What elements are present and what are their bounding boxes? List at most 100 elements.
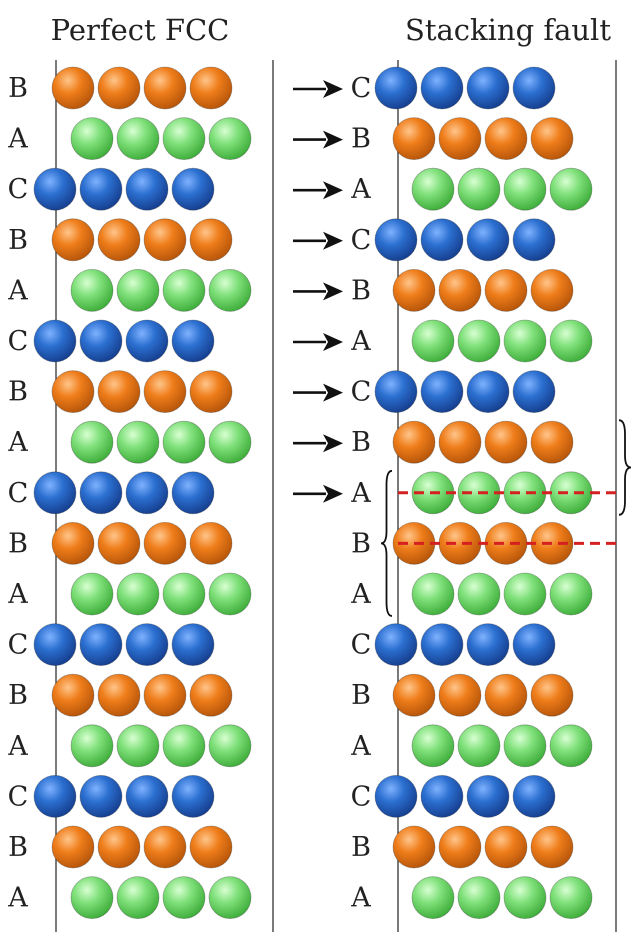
right-atom-A bbox=[457, 167, 501, 211]
right-atom-A bbox=[549, 471, 593, 515]
left-atom-C bbox=[171, 471, 215, 515]
right-layer-label: A bbox=[350, 326, 371, 357]
right-atom-C bbox=[512, 623, 556, 666]
arrow-head bbox=[323, 80, 343, 98]
right-panel-title: Stacking fault bbox=[405, 13, 611, 47]
left-atom-C bbox=[125, 623, 169, 666]
right-atom-B bbox=[484, 420, 528, 464]
right-atom-A bbox=[503, 876, 547, 919]
right-layer-label: B bbox=[351, 832, 371, 863]
left-layer-label: C bbox=[8, 478, 29, 509]
left-layer-label: C bbox=[8, 630, 29, 661]
right-atom-A bbox=[457, 876, 501, 919]
right-atom-C bbox=[512, 775, 556, 818]
left-atom-C bbox=[125, 319, 169, 363]
left-atom-B bbox=[189, 673, 233, 717]
right-layer-label: B bbox=[351, 124, 371, 155]
arrow-head bbox=[323, 434, 343, 453]
right-atom-A bbox=[411, 167, 455, 211]
arrow-head bbox=[323, 231, 343, 250]
left-atom-B bbox=[189, 370, 233, 414]
left-atom-A bbox=[70, 572, 114, 616]
left-layer-label: A bbox=[7, 124, 28, 155]
right-atom-B bbox=[484, 673, 528, 717]
right-atom-B bbox=[484, 268, 528, 312]
right-layer-label: A bbox=[350, 883, 371, 914]
right-atom-C bbox=[466, 218, 510, 262]
left-layer-label: A bbox=[7, 731, 28, 762]
right-fault-brace bbox=[618, 419, 632, 516]
arrow-head bbox=[323, 181, 343, 200]
right-atom-B bbox=[530, 420, 574, 464]
left-atom-B bbox=[51, 825, 95, 869]
right-atom-C bbox=[466, 66, 510, 110]
left-atom-C bbox=[79, 471, 123, 515]
right-atom-C bbox=[374, 623, 418, 666]
right-atom-B bbox=[392, 268, 436, 312]
right-atom-A bbox=[457, 724, 501, 768]
left-atom-C bbox=[79, 319, 123, 363]
right-atom-A bbox=[549, 319, 593, 363]
right-atom-B bbox=[438, 673, 482, 717]
left-atom-B bbox=[97, 66, 141, 110]
left-layer-label: C bbox=[8, 326, 29, 357]
arrow-head bbox=[323, 383, 343, 402]
left-atom-C bbox=[125, 775, 169, 818]
right-atom-A bbox=[503, 572, 547, 616]
left-layer-label: C bbox=[8, 174, 29, 205]
arrow-head bbox=[323, 130, 343, 149]
left-atom-B bbox=[189, 66, 233, 110]
right-atom-C bbox=[466, 370, 510, 414]
right-atom-C bbox=[374, 775, 418, 818]
right-atom-B bbox=[530, 673, 574, 717]
left-atom-C bbox=[171, 623, 215, 666]
right-atom-B bbox=[484, 117, 528, 161]
left-atom-B bbox=[143, 66, 187, 110]
right-layer-label: B bbox=[351, 427, 371, 458]
left-atom-B bbox=[97, 522, 141, 565]
right-atom-B bbox=[530, 117, 574, 161]
left-atom-C bbox=[171, 775, 215, 818]
left-atom-C bbox=[79, 167, 123, 211]
left-atom-C bbox=[33, 167, 77, 211]
right-atom-C bbox=[512, 66, 556, 110]
right-atom-C bbox=[374, 66, 418, 110]
right-atom-C bbox=[466, 775, 510, 818]
right-atom-A bbox=[549, 167, 593, 211]
right-atom-A bbox=[411, 319, 455, 363]
left-atom-B bbox=[189, 218, 233, 262]
left-atom-C bbox=[79, 775, 123, 818]
left-atom-C bbox=[33, 471, 77, 515]
right-atom-C bbox=[374, 370, 418, 414]
right-atom-B bbox=[392, 117, 436, 161]
transition-arrows bbox=[293, 80, 343, 503]
left-atom-B bbox=[97, 218, 141, 262]
right-atom-B bbox=[438, 117, 482, 161]
left-atom-B bbox=[97, 370, 141, 414]
left-atom-A bbox=[70, 876, 114, 919]
left-atom-A bbox=[116, 420, 160, 464]
left-atom-A bbox=[162, 724, 206, 768]
fault-braces bbox=[380, 419, 632, 617]
right-atom-C bbox=[420, 66, 464, 110]
right-atom-C bbox=[512, 370, 556, 414]
right-atom-B bbox=[438, 825, 482, 869]
left-atom-A bbox=[208, 876, 252, 919]
left-atom-C bbox=[33, 623, 77, 666]
right-atom-B bbox=[438, 420, 482, 464]
right-atom-B bbox=[484, 522, 528, 565]
left-atom-C bbox=[125, 471, 169, 515]
right-layer-label: C bbox=[351, 781, 372, 812]
left-atom-A bbox=[162, 117, 206, 161]
left-fault-brace bbox=[380, 469, 393, 617]
left-atom-C bbox=[33, 319, 77, 363]
right-atom-A bbox=[503, 319, 547, 363]
left-atom-B bbox=[97, 825, 141, 869]
right-atom-C bbox=[420, 623, 464, 666]
left-atom-B bbox=[143, 522, 187, 565]
left-atom-B bbox=[51, 218, 95, 262]
left-atom-B bbox=[143, 370, 187, 414]
left-atom-A bbox=[116, 724, 160, 768]
left-atom-C bbox=[171, 167, 215, 211]
